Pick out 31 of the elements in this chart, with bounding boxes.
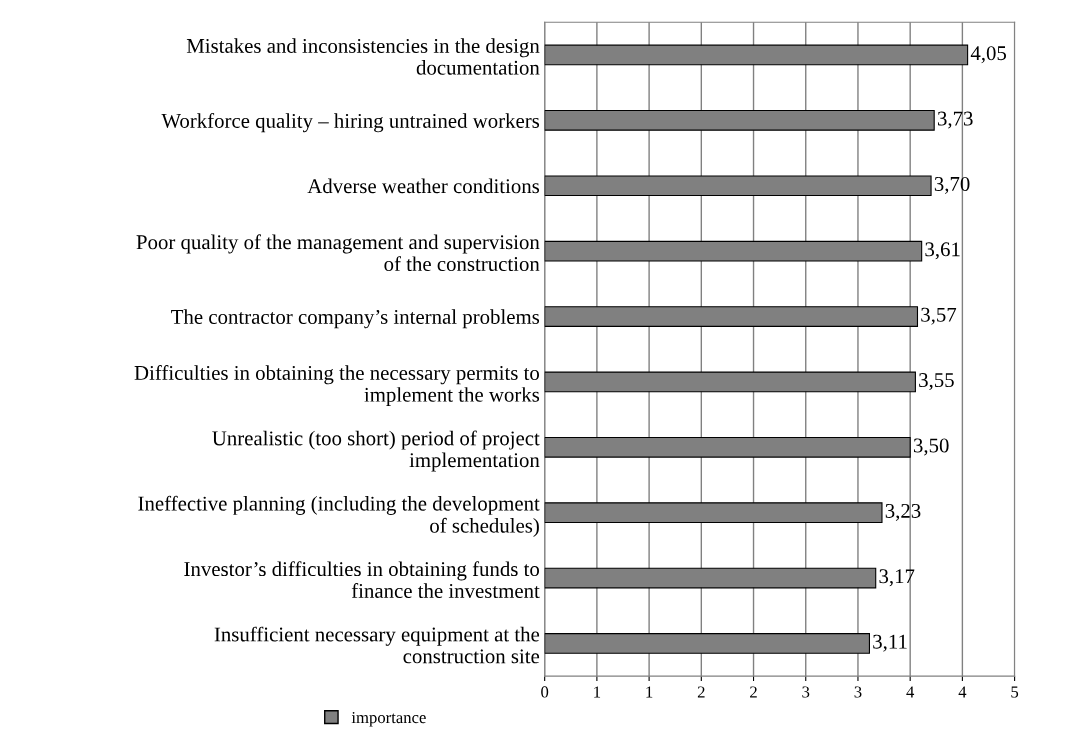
x-tick-label: 4 [906, 686, 915, 698]
y-tick-label: Unrealistic (too short) period of project implementation [212, 430, 540, 472]
x-tick-label: 1 [646, 686, 653, 698]
y-tick-label: The contractor company’s internal problems [171, 309, 540, 329]
x-tick-label: 3 [802, 686, 810, 698]
legend-label: importance [351, 711, 426, 727]
data-label: 3,57 [921, 307, 957, 325]
data-label: 3,50 [913, 438, 949, 456]
data-label: 3,17 [879, 569, 915, 587]
y-tick-label: Poor quality of the management and supervision of the construction [136, 234, 540, 272]
x-tick-label: 0 [541, 686, 549, 698]
x-tick-label: 1 [594, 686, 601, 698]
data-label: 3,55 [919, 373, 954, 391]
y-tick-label: Difficulties in obtaining the necessary permits to implement the works [134, 365, 540, 407]
x-tick-label: 5 [1011, 686, 1019, 698]
y-tick-label: Insufficient necessary equipment at the construction site [214, 626, 540, 664]
data-label: 3,61 [925, 242, 960, 260]
data-label: 4,05 [970, 46, 1007, 64]
y-tick-label: Investor’s difficulties in obtaining funds to finance the investment [184, 561, 540, 598]
data-label: 3,23 [885, 503, 921, 521]
data-label: 3,11 [873, 634, 907, 652]
y-tick-label: Mistakes and inconsistencies in the design documentation [186, 38, 540, 75]
y-tick-label: Ineffective planning (including the development of schedules) [138, 495, 540, 537]
x-tick-label: 3 [854, 686, 862, 698]
x-tick-label: 2 [697, 686, 705, 698]
y-tick-label: Adverse weather conditions [307, 178, 540, 194]
x-tick-label: 4 [958, 686, 967, 698]
data-label: 3,70 [934, 176, 970, 194]
data-label: 3,73 [937, 111, 973, 129]
y-tick-label: Workforce quality – hiring untrained workers [161, 113, 540, 133]
x-tick-label: 2 [750, 686, 757, 698]
